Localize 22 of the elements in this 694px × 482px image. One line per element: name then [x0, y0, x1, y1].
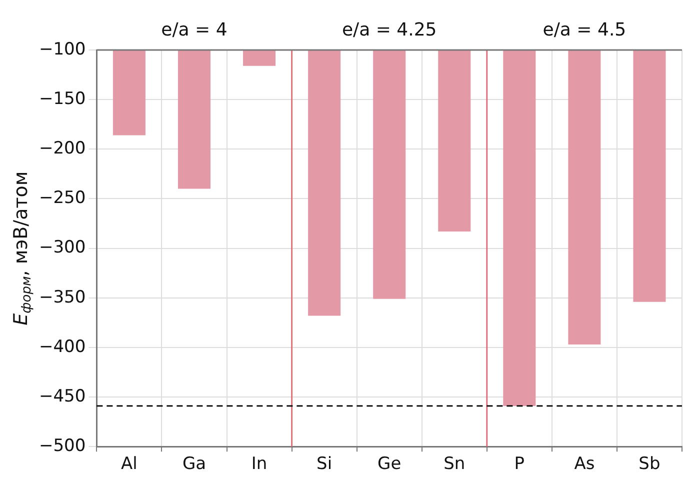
x-tick-label: As [574, 454, 595, 474]
text: e/a = 4.5 [542, 20, 626, 41]
y-tick-label: −300 [38, 238, 86, 258]
y-tick-label: −250 [38, 188, 86, 208]
x-tick-label: Si [316, 454, 332, 474]
x-tick-label: Sb [638, 454, 660, 474]
y-tick-label: −100 [38, 39, 86, 60]
y-tick-label: −350 [38, 287, 86, 308]
x-tick-label: Al [121, 454, 138, 474]
text: e/a = 4 [161, 20, 228, 41]
y-tick-label: −150 [38, 88, 86, 109]
x-tick-label: Ge [378, 454, 402, 474]
y-axis-title: Eформ, мэВ/атом [10, 171, 34, 326]
text: e/a = 4.25 [342, 20, 437, 41]
x-tick-label: Ga [182, 454, 206, 474]
x-tick-label: Sn [444, 454, 466, 474]
x-tick-label: In [251, 454, 268, 474]
y-tick-label: −450 [38, 386, 86, 406]
y-tick-label: −400 [38, 336, 86, 357]
x-tick-label: P [514, 454, 525, 474]
y-tick-label: −500 [38, 436, 86, 456]
y-tick-label: −200 [38, 138, 86, 159]
